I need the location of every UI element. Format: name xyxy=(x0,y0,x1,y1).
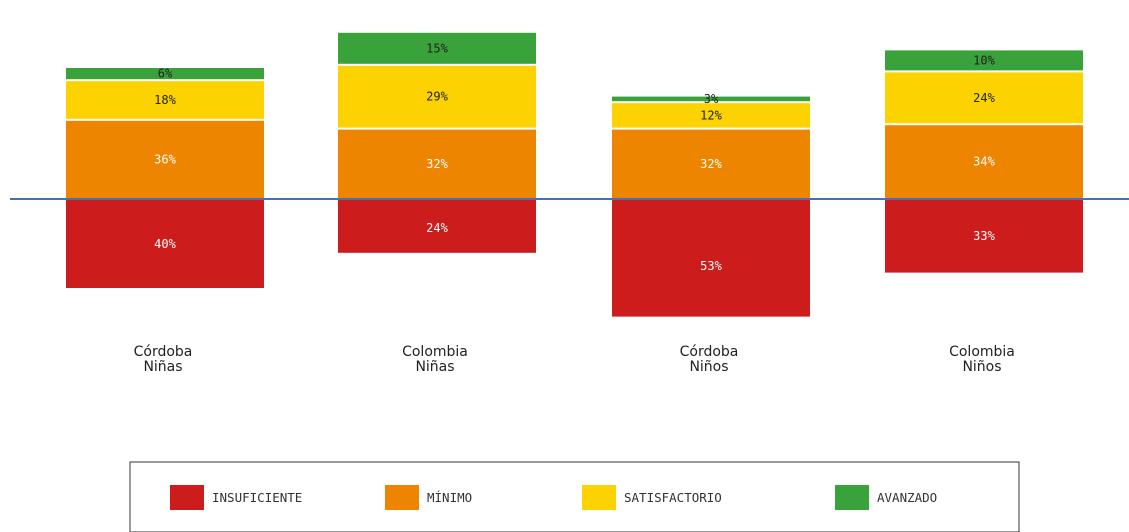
data-label-cordoba-ninas-satisfactorio: 18% xyxy=(154,93,176,107)
data-label-cordoba-ninos-insuficiente: 53% xyxy=(700,259,722,273)
bars-group: 40% 36% 18% 6% 24% 32% 29% 15% 53% 32% 12% 3% 33% 34%… xyxy=(66,32,1083,317)
data-label-colombia-ninos-insuficiente: 33% xyxy=(973,229,995,243)
data-label-colombia-ninas-avanzado: 15% xyxy=(426,41,448,55)
data-label-cordoba-ninos-minimo: 32% xyxy=(700,157,722,171)
category-label-colombia-ninos-line2: Niños xyxy=(962,359,1001,375)
bar-cordoba-ninas-minimo xyxy=(66,120,264,198)
category-label-colombia-ninos-line1: Colombia xyxy=(949,344,1015,360)
legend-swatch-insuficiente xyxy=(170,485,204,510)
data-label-colombia-ninas-insuficiente: 24% xyxy=(426,221,448,235)
bar-colombia-ninas-insuficiente xyxy=(338,200,536,253)
legend-label-insuficiente: INSUFICIENTE xyxy=(212,490,302,505)
legend-swatch-minimo xyxy=(385,485,419,510)
data-label-cordoba-ninas-minimo: 36% xyxy=(154,152,176,166)
legend-frame xyxy=(129,461,1020,532)
bar-cordoba-ninos-satisfactorio xyxy=(612,103,810,128)
bar-colombia-ninos-avanzado xyxy=(885,50,1083,71)
legend-label-satisfactorio: SATISFACTORIO xyxy=(624,490,722,505)
category-label-cordoba-ninas-line1: Córdoba xyxy=(134,344,193,360)
bar-cordoba-ninas-insuficiente xyxy=(66,200,264,288)
legend-label-minimo: MÍNIMO xyxy=(427,490,472,505)
data-label-colombia-ninas-satisfactorio: 29% xyxy=(426,90,448,104)
category-label-colombia-ninas-line2: Niñas xyxy=(415,359,454,375)
bar-colombia-ninas-minimo xyxy=(338,129,536,198)
bar-colombia-ninos-minimo xyxy=(885,125,1083,198)
bar-colombia-ninas-avanzado xyxy=(338,32,536,64)
bar-cordoba-ninas-satisfactorio xyxy=(66,81,264,119)
data-label-colombia-ninos-avanzado: 10% xyxy=(973,53,995,67)
category-label-cordoba-ninos-line2: Niños xyxy=(689,359,728,375)
category-label-colombia-ninas-line1: Colombia xyxy=(402,344,468,360)
data-label-cordoba-ninos-avanzado: 3% xyxy=(704,92,719,106)
bar-colombia-ninos-insuficiente xyxy=(885,200,1083,273)
bar-cordoba-ninos-avanzado xyxy=(612,96,810,102)
data-label-cordoba-ninas-avanzado: 6% xyxy=(158,67,173,81)
legend-swatch-avanzado xyxy=(835,485,869,510)
category-labels: CórdobaNiñasColombiaNiñasCórdobaNiñosCol… xyxy=(134,344,1015,375)
bar-cordoba-ninas-avanzado xyxy=(66,68,264,80)
data-label-colombia-ninas-minimo: 32% xyxy=(426,157,448,171)
legend-swatch-satisfactorio xyxy=(582,485,616,510)
legend-label-avanzado: AVANZADO xyxy=(877,490,937,505)
bar-colombia-ninas-satisfactorio xyxy=(338,65,536,128)
category-label-cordoba-ninos-line1: Córdoba xyxy=(680,344,739,360)
bar-colombia-ninos-satisfactorio xyxy=(885,72,1083,124)
category-label-cordoba-ninas-line2: Niñas xyxy=(143,359,182,375)
bar-cordoba-ninos-insuficiente xyxy=(612,200,810,317)
data-label-colombia-ninos-minimo: 34% xyxy=(973,155,995,169)
data-label-colombia-ninos-satisfactorio: 24% xyxy=(973,91,995,105)
legend: INSUFICIENTE MÍNIMO SATISFACTORIO AVANZADO xyxy=(129,461,1020,532)
bar-cordoba-ninos-minimo xyxy=(612,129,810,198)
data-label-cordoba-ninos-satisfactorio: 12% xyxy=(700,108,722,122)
data-label-cordoba-ninas-insuficiente: 40% xyxy=(154,237,176,251)
